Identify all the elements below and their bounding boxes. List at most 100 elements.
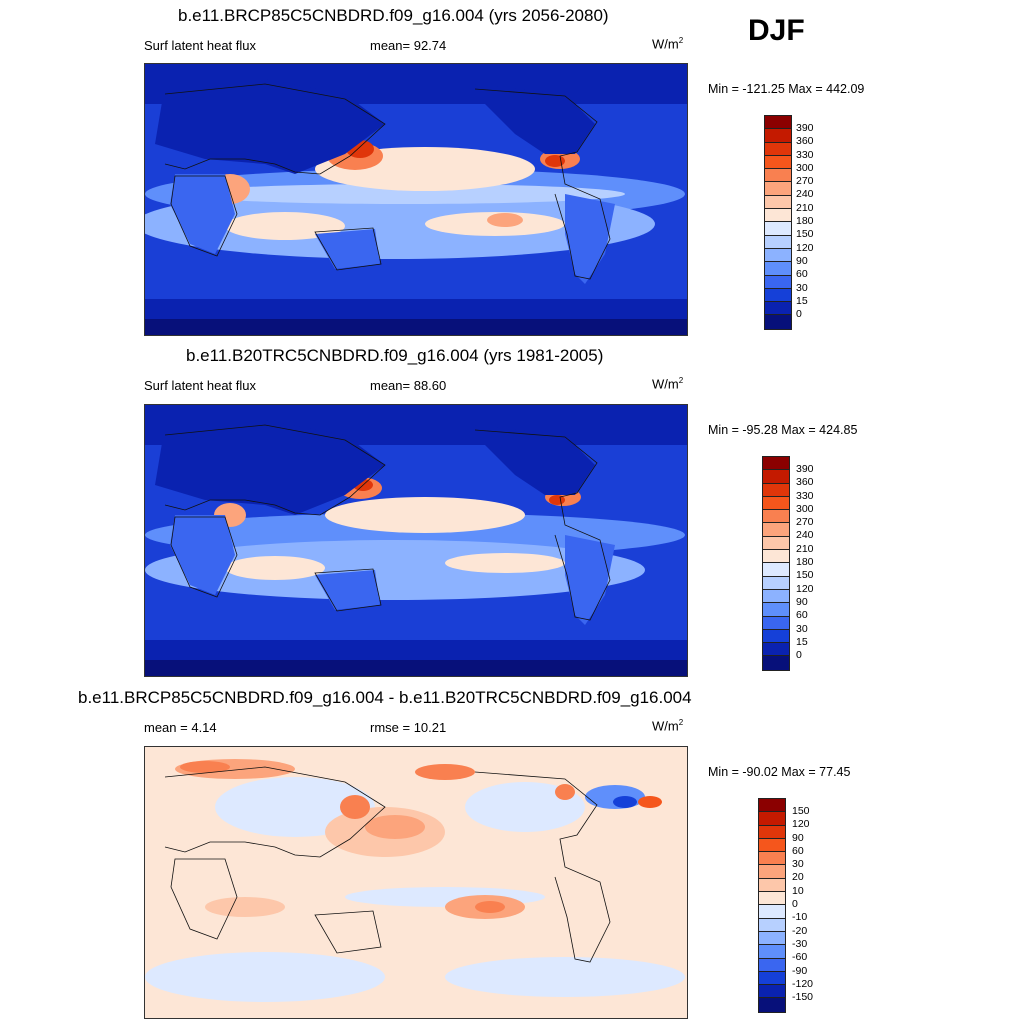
colorbar-swatch [763, 589, 789, 604]
colorbar-swatch [759, 971, 785, 986]
panel3-units: W/m2 [652, 718, 684, 734]
colorbar-swatch [759, 852, 785, 866]
colorbar-swatch [765, 315, 791, 329]
colorbar-swatch [759, 878, 785, 893]
panel2-variable-label: Surf latent heat flux [144, 378, 257, 393]
colorbar-tick-label: 15 [796, 294, 808, 307]
season-label: DJF [748, 14, 805, 47]
colorbar-swatch [759, 998, 785, 1012]
colorbar-tick-label: -60 [792, 951, 808, 964]
colorbar-tick-label: 240 [796, 188, 814, 201]
colorbar-swatch [759, 799, 785, 813]
colorbar-swatch [765, 209, 791, 223]
colorbar-tick-label: 240 [796, 529, 814, 542]
colorbar-tick-label: -150 [792, 991, 814, 1004]
panel3-colorbar [758, 798, 786, 1013]
colorbar-tick-label: 270 [796, 175, 814, 188]
panel2-units: W/m2 [652, 376, 684, 392]
colorbar-swatch [763, 656, 789, 670]
panel2-colorbar-labels: 390 360 330 300 270 240 210 180 150 120 90 60 30 15 0 [796, 463, 814, 662]
panel1-map [144, 63, 688, 336]
colorbar-tick-label: 90 [796, 254, 808, 267]
colorbar-tick-label: 300 [796, 161, 814, 174]
colorbar-swatch [763, 523, 789, 537]
colorbar-swatch [765, 116, 791, 130]
colorbar-swatch [765, 302, 791, 316]
panel1-colorbar-labels: 390 360 330 300 270 240 210 180 150 120 90 60 30 15 0 [796, 122, 814, 321]
colorbar-swatch [759, 812, 785, 826]
colorbar-tick-label: 390 [796, 463, 814, 475]
colorbar-tick-label: 360 [796, 476, 814, 489]
colorbar-swatch [763, 483, 789, 497]
colorbar-tick-label: -90 [792, 964, 808, 977]
colorbar-tick-label: 15 [796, 635, 808, 648]
colorbar-swatch [765, 262, 791, 276]
colorbar-swatch [765, 142, 791, 156]
panel1-units: W/m2 [652, 36, 684, 52]
colorbar-tick-label: -30 [792, 937, 808, 950]
colorbar-tick-label: 20 [792, 871, 804, 884]
panel3-mean: mean = 4.14 [144, 720, 217, 735]
colorbar-tick-label: 60 [796, 609, 808, 622]
colorbar-tick-label: 60 [796, 268, 808, 281]
colorbar-tick-label: 150 [796, 569, 814, 582]
colorbar-swatch [763, 616, 789, 630]
panel3-colorbar-labels: 150 120 90 60 30 20 10 0 -10 -20 -30 -60 -90 -120 -150 [792, 805, 813, 1004]
colorbar-tick-label: 330 [796, 489, 814, 502]
colorbar-tick-label: 180 [796, 215, 814, 228]
colorbar-swatch [759, 985, 785, 999]
colorbar-tick-label: 360 [796, 135, 814, 148]
colorbar-swatch [765, 155, 791, 170]
panel2-title: b.e11.B20TRC5CNBDRD.f09_g16.004 (yrs 198… [186, 346, 604, 365]
colorbar-swatch [759, 865, 785, 879]
colorbar-tick-label: 120 [796, 241, 814, 254]
colorbar-tick-label: 150 [796, 228, 814, 241]
colorbar-swatch [759, 825, 785, 839]
colorbar-tick-label: 150 [792, 805, 810, 817]
colorbar-swatch [759, 905, 785, 919]
colorbar-swatch [759, 918, 785, 932]
colorbar-tick-label: 30 [792, 858, 804, 871]
colorbar-tick-label: 120 [796, 582, 814, 595]
panel1-mean: mean= 92.74 [370, 38, 447, 53]
colorbar-tick-label: 210 [796, 542, 814, 555]
colorbar-swatch [763, 510, 789, 524]
panel1-minmax: Min = -121.25 Max = 442.09 [708, 82, 865, 96]
colorbar-tick-label: 330 [796, 148, 814, 161]
colorbar-swatch [763, 496, 789, 511]
colorbar-tick-label: 120 [792, 818, 810, 831]
colorbar-tick-label: 0 [792, 898, 798, 911]
colorbar-tick-label: -20 [792, 924, 808, 937]
panel2-colorbar [762, 456, 790, 671]
panel3-map [144, 746, 688, 1019]
colorbar-swatch [759, 838, 785, 853]
colorbar-swatch [765, 195, 791, 210]
panel2-mean: mean= 88.60 [370, 378, 447, 393]
colorbar-swatch [763, 470, 789, 484]
colorbar-swatch [763, 576, 789, 590]
colorbar-tick-label: 0 [796, 649, 802, 662]
colorbar-swatch [765, 169, 791, 183]
panel2-minmax: Min = -95.28 Max = 424.85 [708, 423, 858, 437]
colorbar-tick-label: 390 [796, 122, 814, 134]
colorbar-tick-label: 30 [796, 281, 808, 294]
colorbar-swatch [763, 457, 789, 471]
colorbar-tick-label: 270 [796, 516, 814, 529]
panel1-variable-label: Surf latent heat flux [144, 38, 257, 53]
colorbar-tick-label: 10 [792, 884, 804, 897]
colorbar-tick-label: -120 [792, 977, 814, 990]
colorbar-tick-label: 60 [792, 844, 804, 857]
colorbar-swatch [765, 248, 791, 263]
panel1-colorbar [764, 115, 792, 330]
colorbar-tick-label: 30 [796, 622, 808, 635]
colorbar-swatch [765, 222, 791, 236]
panel2-map [144, 404, 688, 677]
colorbar-swatch [763, 550, 789, 564]
colorbar-swatch [763, 603, 789, 617]
colorbar-swatch [763, 563, 789, 577]
colorbar-tick-label: 210 [796, 201, 814, 214]
colorbar-swatch [765, 182, 791, 196]
colorbar-swatch [759, 892, 785, 906]
panel3-title: b.e11.BRCP85C5CNBDRD.f09_g16.004 - b.e11… [78, 688, 692, 707]
colorbar-swatch [759, 958, 785, 972]
